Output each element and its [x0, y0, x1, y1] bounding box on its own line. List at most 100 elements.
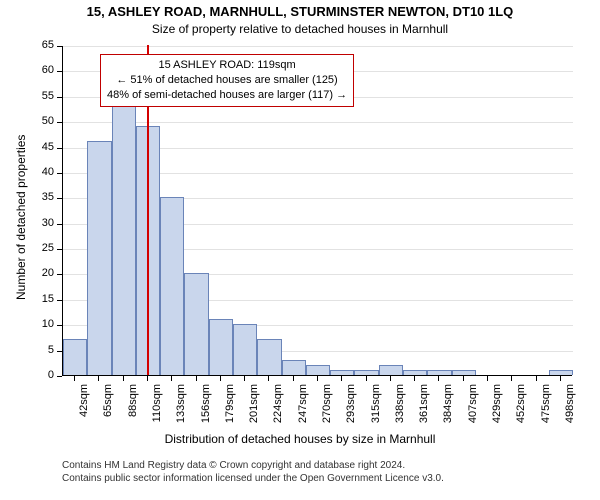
x-tick-mark: [560, 376, 561, 381]
x-tick-label: 361sqm: [418, 384, 430, 434]
y-tick-label: 15: [42, 293, 54, 305]
y-tick-label: 25: [42, 242, 54, 254]
y-tick-mark: [57, 173, 62, 174]
x-tick-label: 452sqm: [515, 384, 527, 434]
y-tick-label: 40: [42, 166, 54, 178]
x-tick-mark: [268, 376, 269, 381]
y-tick-mark: [57, 351, 62, 352]
x-tick-label: 293sqm: [345, 384, 357, 434]
y-tick-mark: [57, 148, 62, 149]
x-tick-label: 133sqm: [175, 384, 187, 434]
x-tick-label: 384sqm: [442, 384, 454, 434]
x-tick-label: 110sqm: [151, 384, 163, 434]
y-tick-mark: [57, 224, 62, 225]
footer-line-2: Contains public sector information licen…: [62, 472, 444, 485]
y-tick-mark: [57, 325, 62, 326]
x-tick-mark: [463, 376, 464, 381]
x-tick-label: 201sqm: [248, 384, 260, 434]
x-tick-mark: [511, 376, 512, 381]
x-tick-mark: [171, 376, 172, 381]
x-tick-mark: [196, 376, 197, 381]
y-tick-mark: [57, 46, 62, 47]
y-tick-mark: [57, 300, 62, 301]
annotation-line-3: 48% of semi-detached houses are larger (…: [107, 88, 347, 103]
histogram-bar: [306, 365, 330, 375]
x-tick-label: 270sqm: [321, 384, 333, 434]
x-tick-mark: [366, 376, 367, 381]
x-tick-mark: [293, 376, 294, 381]
x-tick-label: 407sqm: [467, 384, 479, 434]
y-tick-label: 10: [42, 318, 54, 330]
y-tick-mark: [57, 376, 62, 377]
histogram-bar: [112, 96, 136, 375]
x-tick-mark: [147, 376, 148, 381]
y-tick-mark: [57, 71, 62, 72]
y-tick-label: 60: [42, 64, 54, 76]
x-tick-label: 179sqm: [224, 384, 236, 434]
y-axis-label: Number of detached properties: [14, 135, 28, 300]
x-tick-label: 156sqm: [200, 384, 212, 434]
y-tick-mark: [57, 122, 62, 123]
footer-line-1: Contains HM Land Registry data © Crown c…: [62, 459, 444, 472]
x-tick-label: 224sqm: [272, 384, 284, 434]
x-tick-mark: [74, 376, 75, 381]
x-tick-mark: [220, 376, 221, 381]
gridline: [63, 46, 573, 47]
x-tick-label: 475sqm: [540, 384, 552, 434]
histogram-bar: [403, 370, 427, 375]
histogram-bar: [160, 197, 184, 375]
x-tick-label: 315sqm: [370, 384, 382, 434]
x-tick-mark: [123, 376, 124, 381]
y-tick-label: 55: [42, 90, 54, 102]
annotation-line-1: 15 ASHLEY ROAD: 119sqm: [107, 58, 347, 73]
histogram-bar: [184, 273, 208, 375]
x-tick-label: 88sqm: [127, 384, 139, 434]
histogram-bar: [233, 324, 257, 375]
y-tick-label: 0: [48, 369, 54, 381]
x-tick-mark: [98, 376, 99, 381]
histogram-bar: [257, 339, 281, 375]
x-tick-label: 498sqm: [564, 384, 576, 434]
chart-title: 15, ASHLEY ROAD, MARNHULL, STURMINSTER N…: [0, 4, 600, 19]
x-tick-mark: [317, 376, 318, 381]
histogram-bar: [209, 319, 233, 375]
x-tick-mark: [438, 376, 439, 381]
histogram-bar: [452, 370, 476, 375]
histogram-bar: [330, 370, 354, 375]
histogram-bar: [87, 141, 111, 375]
y-tick-label: 45: [42, 141, 54, 153]
x-tick-mark: [414, 376, 415, 381]
x-tick-mark: [244, 376, 245, 381]
histogram-bar: [354, 370, 378, 375]
x-tick-mark: [536, 376, 537, 381]
y-tick-mark: [57, 249, 62, 250]
y-tick-mark: [57, 97, 62, 98]
x-axis-label: Distribution of detached houses by size …: [0, 432, 600, 446]
histogram-bar: [427, 370, 451, 375]
y-tick-label: 30: [42, 217, 54, 229]
x-tick-label: 42sqm: [78, 384, 90, 434]
y-tick-label: 65: [42, 39, 54, 51]
x-tick-label: 429sqm: [491, 384, 503, 434]
x-tick-mark: [487, 376, 488, 381]
x-tick-label: 247sqm: [297, 384, 309, 434]
histogram-bar: [379, 365, 403, 375]
annotation-box: 15 ASHLEY ROAD: 119sqm ← 51% of detached…: [100, 54, 354, 107]
x-tick-mark: [341, 376, 342, 381]
y-tick-mark: [57, 274, 62, 275]
x-tick-label: 338sqm: [394, 384, 406, 434]
histogram-bar: [282, 360, 306, 375]
y-tick-mark: [57, 198, 62, 199]
x-tick-mark: [390, 376, 391, 381]
histogram-bar: [549, 370, 573, 375]
annotation-line-2: ← 51% of detached houses are smaller (12…: [107, 73, 347, 88]
chart-subtitle: Size of property relative to detached ho…: [0, 22, 600, 36]
y-tick-label: 50: [42, 115, 54, 127]
y-tick-label: 20: [42, 267, 54, 279]
y-tick-label: 35: [42, 191, 54, 203]
histogram-bar: [63, 339, 87, 375]
y-tick-label: 5: [48, 344, 54, 356]
footer-text: Contains HM Land Registry data © Crown c…: [62, 459, 444, 485]
x-tick-label: 65sqm: [102, 384, 114, 434]
gridline: [63, 122, 573, 123]
